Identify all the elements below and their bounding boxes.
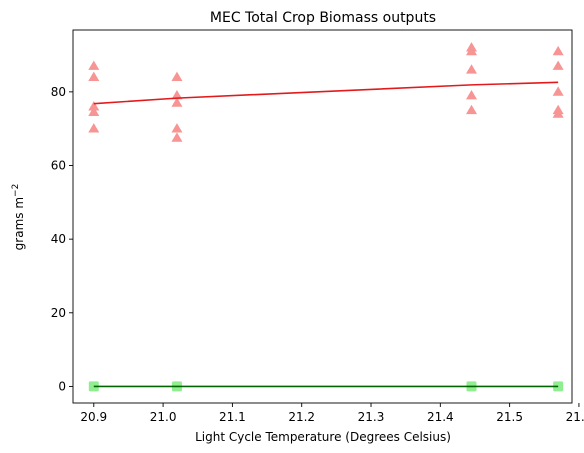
y-tick-label-0: 0 (58, 379, 66, 393)
y-axis-label-main: grams m (12, 197, 26, 250)
x-axis-label: Light Cycle Temperature (Degrees Celsius… (195, 430, 451, 444)
series-0-point-17 (552, 86, 564, 96)
y-axis-label: grams m−2 (11, 184, 26, 251)
series-0-point-11 (466, 45, 478, 56)
x-tick-label-0: 20.9 (80, 410, 107, 424)
series-0-point-13 (466, 90, 478, 100)
x-tick-label-4: 21.3 (358, 410, 385, 424)
series-0-point-6 (171, 90, 183, 100)
series-0-point-4 (88, 123, 100, 133)
y-tick-label-3: 60 (51, 159, 66, 173)
chart-title: MEC Total Crop Biomass outputs (210, 10, 436, 26)
plot-background (73, 30, 572, 403)
series-0-point-0 (88, 60, 100, 70)
axes: 20.9 21.0 21.1 21.2 21.3 21.4 21.5 21.6 0 20 40 60 8… (51, 29, 584, 424)
x-tick-label-5: 21.4 (427, 410, 454, 424)
x-tick-label-7: 21.6 (566, 410, 584, 424)
series-0-point-5 (171, 71, 183, 81)
y-tick-label-4: 80 (51, 85, 66, 99)
series-0-point-2 (88, 101, 100, 111)
x-tick-label-6: 21.5 (496, 410, 523, 424)
plot-frame (72, 29, 573, 404)
series-0-point-8 (171, 123, 183, 133)
x-tick-label-2: 21.1 (219, 410, 246, 424)
x-tick-label-1: 21.0 (150, 410, 177, 424)
y-tick-label-2: 40 (51, 232, 66, 246)
series-0-point-15 (552, 45, 564, 56)
series-0-point-12 (466, 64, 478, 74)
series-0-point-7 (171, 97, 183, 107)
y-tick-label-1: 20 (51, 306, 66, 320)
fit-line-0 (93, 81, 559, 105)
y-axis-label-exponent: −2 (11, 184, 21, 197)
series-0-point-19 (552, 108, 564, 118)
series-0-point-9 (171, 132, 183, 142)
series-0-point-14 (466, 104, 478, 115)
data-marks (88, 42, 564, 392)
plot-area (73, 30, 572, 403)
x-tick-label-3: 21.2 (288, 410, 315, 424)
series-0-point-16 (552, 60, 564, 70)
series-0-point-3 (88, 106, 100, 116)
series-0-point-1 (88, 71, 100, 81)
